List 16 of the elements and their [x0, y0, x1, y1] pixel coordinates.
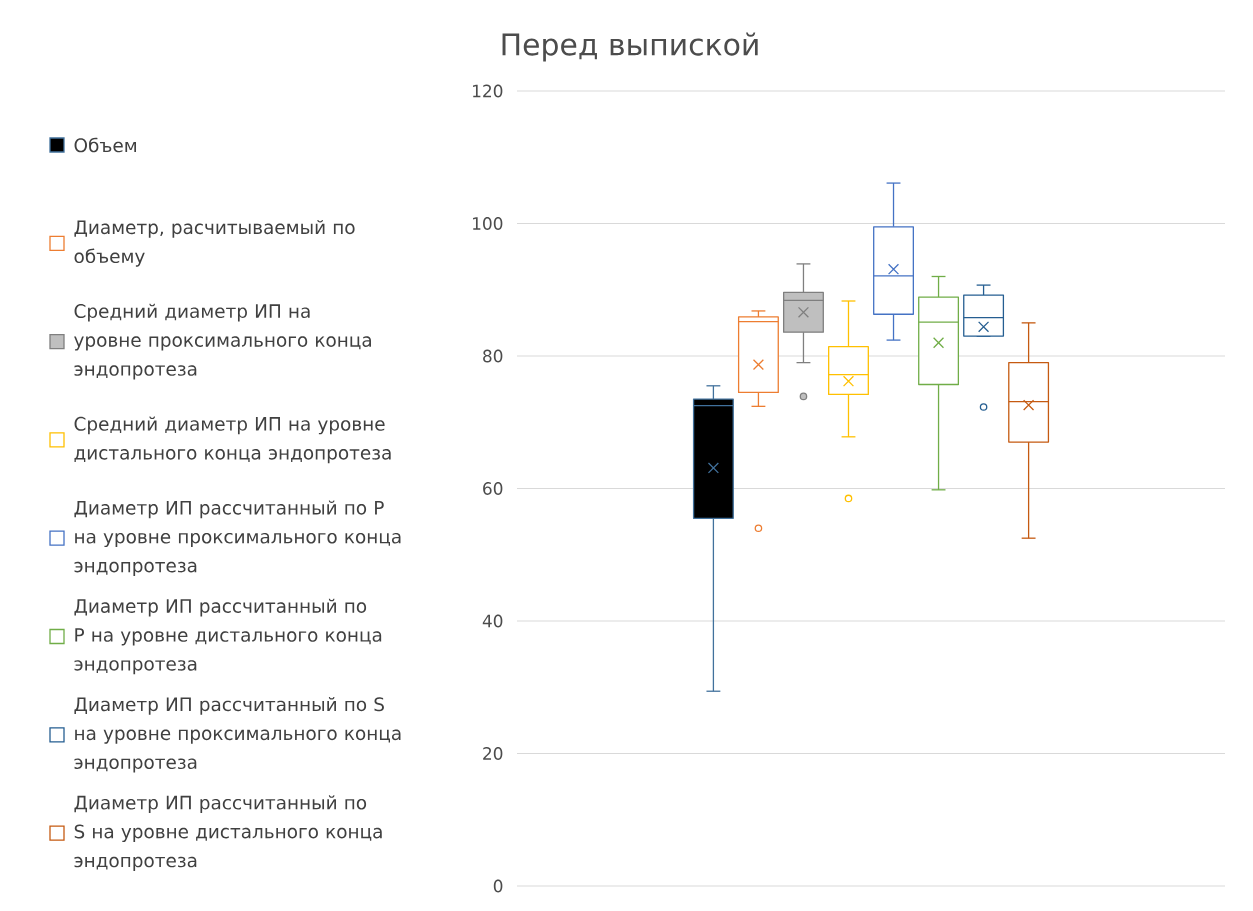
legend-label: Диаметр ИП рассчитанный по P на уровне дистального конца эндопротеза: [74, 598, 382, 675]
legend-label: Объем: [74, 137, 136, 153]
y-tick-label: 20: [483, 747, 503, 760]
y-tick-label: 0: [493, 879, 503, 893]
legend-label: Диаметр ИП рассчитанный по P на уровне проксимального конца эндопротеза: [74, 500, 401, 576]
legend-label: Диаметр ИП рассчитанный по S на уровне дистального конца эндопротеза: [74, 795, 382, 871]
legend-label: Средний диаметр ИП на уровне дистального конца эндопротеза: [74, 416, 391, 464]
legend-label: Средний диаметр ИП на уровне проксимального конца эндопротеза: [74, 303, 371, 380]
y-tick-label: 60: [483, 482, 503, 495]
legend-label: Диаметр, расчитываемый по объему: [74, 219, 355, 267]
y-tick-label: 100: [473, 217, 503, 230]
chart-title: Перед выпиской: [502, 32, 758, 62]
y-tick-label: 80: [483, 349, 503, 363]
y-tick-label: 120: [473, 84, 503, 98]
legend-label: Диаметр ИП рассчитанный по S на уровне проксимального конца эндопротеза: [74, 696, 401, 773]
y-tick-label: 40: [482, 614, 503, 628]
